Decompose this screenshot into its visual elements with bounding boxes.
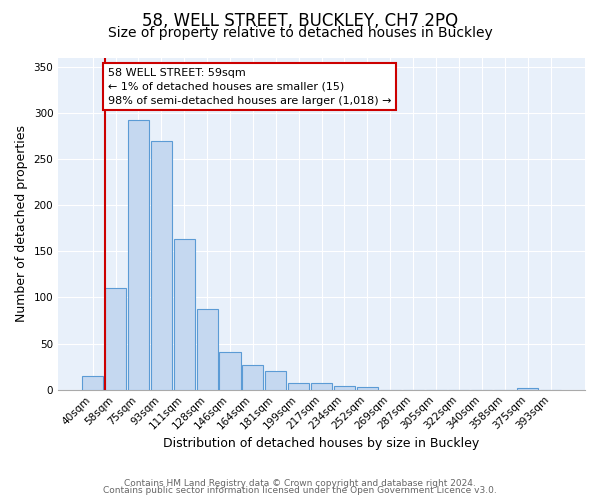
Text: 58 WELL STREET: 59sqm
← 1% of detached houses are smaller (15)
98% of semi-detac: 58 WELL STREET: 59sqm ← 1% of detached h… [108, 68, 391, 106]
Bar [334, 386, 355, 390]
Text: Contains HM Land Registry data © Crown copyright and database right 2024.: Contains HM Land Registry data © Crown c… [124, 478, 476, 488]
Bar [517, 388, 538, 390]
X-axis label: Distribution of detached houses by size in Buckley: Distribution of detached houses by size … [163, 437, 480, 450]
Bar [242, 365, 263, 390]
Bar [311, 384, 332, 390]
Bar [173, 240, 195, 390]
Bar [151, 140, 172, 390]
Bar [220, 352, 241, 390]
Text: Size of property relative to detached houses in Buckley: Size of property relative to detached ho… [107, 26, 493, 40]
Bar [265, 372, 286, 390]
Y-axis label: Number of detached properties: Number of detached properties [15, 125, 28, 322]
Bar [128, 120, 149, 390]
Bar [82, 376, 103, 390]
Bar [288, 384, 309, 390]
Text: 58, WELL STREET, BUCKLEY, CH7 2PQ: 58, WELL STREET, BUCKLEY, CH7 2PQ [142, 12, 458, 30]
Bar [357, 387, 378, 390]
Bar [105, 288, 126, 390]
Text: Contains public sector information licensed under the Open Government Licence v3: Contains public sector information licen… [103, 486, 497, 495]
Bar [197, 308, 218, 390]
